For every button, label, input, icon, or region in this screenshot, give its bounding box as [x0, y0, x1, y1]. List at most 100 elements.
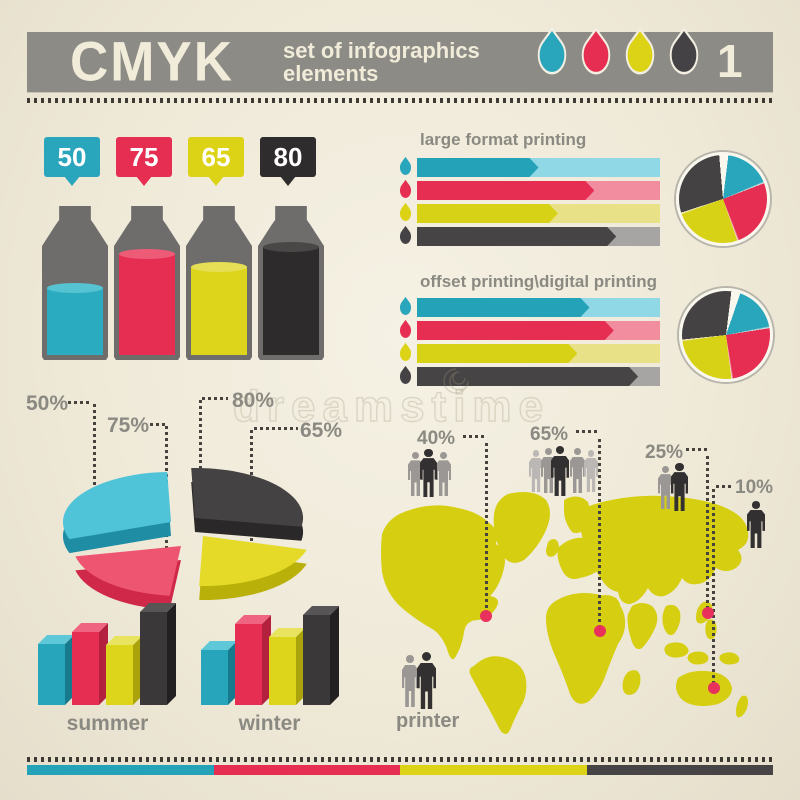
- person-icon: [551, 446, 569, 496]
- pie3d-slice-cyan: [62, 472, 171, 540]
- bar-rows: [393, 296, 660, 388]
- pie3d-slice-black: [191, 467, 304, 527]
- strip-magenta: [213, 765, 400, 775]
- map-madagascar: [622, 670, 641, 695]
- map-label-25: 25%: [645, 442, 684, 463]
- map-india: [627, 603, 658, 650]
- map-point-australia: [708, 682, 720, 694]
- chart-label-winter: winter: [238, 712, 301, 735]
- bar3d-cyan: [38, 635, 74, 705]
- person-icon: [420, 449, 437, 497]
- pie3d-chart: [62, 467, 307, 610]
- cyan-drop-icon: [531, 27, 573, 83]
- chart-title: offset printing\digital printing: [420, 272, 658, 291]
- magenta-drop-icon: [393, 319, 417, 342]
- bar3d-chart-winter: [198, 600, 348, 705]
- bar-chart-offset-digital: offset printing\digital printing: [393, 272, 660, 390]
- cmyk-color-strip: [27, 765, 773, 775]
- person-icon: [584, 450, 598, 492]
- bar-fill: [417, 227, 616, 246]
- bar3d-yellow: [106, 636, 142, 705]
- strip-yellow: [400, 765, 587, 775]
- page-subtitle: set of infographics elements: [283, 39, 480, 85]
- liquid-surface: [47, 282, 103, 293]
- person-icon: [408, 452, 423, 496]
- bar-chart-large-format: large format printing: [393, 130, 660, 250]
- ink-value-cyan: 50: [57, 141, 87, 172]
- bottle-fill-area: [119, 220, 175, 355]
- map-south-america: [469, 656, 527, 734]
- pie-chart-middle: [670, 279, 782, 391]
- black-drop-icon: [393, 365, 417, 388]
- bar-fill: [417, 321, 614, 340]
- pie-chart-top: [676, 152, 770, 246]
- bar-row-black: [393, 365, 660, 388]
- leader-dots: [68, 401, 92, 404]
- map-uk: [546, 539, 559, 557]
- bottle-fill-area: [263, 220, 319, 355]
- bar-fill: [417, 181, 594, 200]
- map-leader-line-25: [706, 456, 709, 610]
- black-drop-icon: [663, 27, 705, 83]
- map-point-north-america: [480, 610, 492, 622]
- bar-track: [417, 298, 660, 317]
- pie3d-label-75: 75%: [107, 414, 150, 437]
- map-point-middle-east: [594, 625, 606, 637]
- bar-track: [417, 204, 660, 223]
- pie3d-label-50: 50%: [26, 392, 69, 415]
- bar3d-chart-summer: [35, 600, 185, 705]
- bar3d-black: [303, 606, 339, 705]
- leader-line: [199, 400, 202, 508]
- map-label-10: 10%: [735, 477, 774, 498]
- ink-liquid-cyan: [47, 282, 103, 355]
- liquid-surface: [119, 248, 175, 259]
- person-icon: [417, 652, 436, 709]
- ink-value-yellow: 65: [201, 141, 231, 172]
- map-leader-line-10: [712, 489, 715, 685]
- header-banner: CMYK set of infographics elements 1: [27, 27, 773, 93]
- map-indonesia-2: [687, 651, 709, 665]
- bar-row-cyan: [393, 296, 660, 319]
- page-title: CMYK: [70, 31, 235, 93]
- map-leader-line-65: [598, 439, 601, 628]
- map-greenland: [493, 492, 550, 563]
- ink-bottle-black: [258, 206, 324, 360]
- leader-dots: [686, 448, 708, 451]
- person-icon: [658, 466, 673, 509]
- bar-track: [417, 181, 660, 200]
- map-leader-line-40: [485, 443, 488, 613]
- yellow-drop-icon: [619, 27, 661, 83]
- top-dotted-separator: [27, 98, 773, 103]
- strip-cyan: [27, 765, 214, 775]
- magenta-drop-icon: [575, 27, 617, 83]
- bar-rows: [393, 156, 660, 248]
- person-icon: [671, 463, 688, 511]
- bar-fill: [417, 158, 539, 177]
- bar-track: [417, 321, 660, 340]
- person-icon: [402, 655, 418, 707]
- ink-liquid-black: [263, 242, 319, 355]
- world-map: [381, 492, 749, 734]
- map-north-america: [381, 505, 505, 660]
- bottle-fill-area: [191, 220, 247, 355]
- bar-fill: [417, 344, 577, 363]
- black-drop-icon: [393, 225, 417, 248]
- cyan-drop-icon: [393, 296, 417, 319]
- ink-value-black: 80: [273, 141, 303, 172]
- magenta-drop-icon: [393, 179, 417, 202]
- bar-track: [417, 344, 660, 363]
- yellow-drop-icon: [393, 202, 417, 225]
- bar-track: [417, 367, 660, 386]
- ink-value-tag-magenta: 75: [116, 137, 172, 186]
- map-label-40: 40%: [417, 428, 456, 449]
- liquid-surface: [191, 262, 247, 273]
- person-icon: [570, 448, 585, 493]
- leader-dots: [202, 397, 228, 400]
- ink-liquid-magenta: [119, 248, 175, 355]
- bar-row-cyan: [393, 156, 660, 179]
- bottom-dotted-separator: [27, 757, 773, 762]
- ink-value-tag-black: 80: [260, 137, 316, 186]
- bar-track: [417, 227, 660, 246]
- map-new-guinea: [719, 652, 740, 665]
